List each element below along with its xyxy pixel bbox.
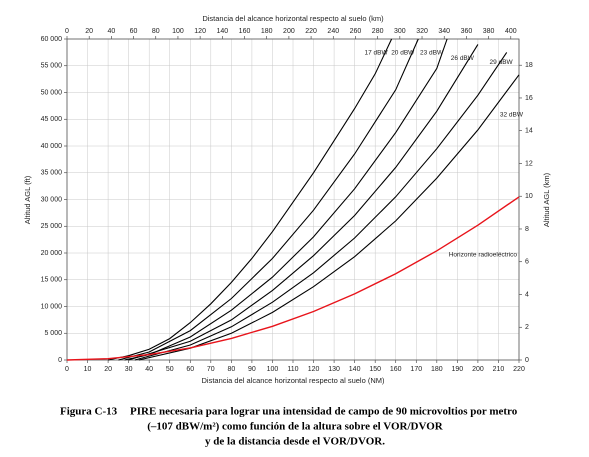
- y2-tick-label: 12: [525, 160, 533, 167]
- caption-number: Figura C-13: [60, 406, 118, 418]
- x-tick-label: 100: [267, 366, 279, 373]
- series-label: 20 dBW: [391, 50, 415, 57]
- y2-tick-label: 2: [525, 324, 529, 331]
- y-tick-label: 10 000: [41, 303, 63, 310]
- caption-line: (–107 dBW/m²) como función de la altura …: [147, 421, 444, 433]
- x2-tick-label: 20: [85, 28, 93, 35]
- x2-tick-label: 360: [461, 28, 473, 35]
- x2-tick-label: 40: [107, 28, 115, 35]
- x-tick-label: 80: [227, 366, 235, 373]
- y-tick-label: 0: [58, 357, 62, 364]
- caption-line: PIRE necesaria para lograr una intensida…: [130, 406, 518, 418]
- x-tick-label: 190: [452, 366, 464, 373]
- x2-tick-label: 260: [350, 28, 362, 35]
- x-tick-label: 20: [104, 366, 112, 373]
- plot-frame: [66, 38, 520, 361]
- x-tick-label: 60: [186, 366, 194, 373]
- series-label: 29 dBW: [490, 59, 514, 66]
- series-label: 32 dBW: [500, 112, 524, 119]
- x2-axis-label: Distancia del alcance horizontal respect…: [202, 14, 384, 23]
- x2-tick-label: 280: [372, 28, 384, 35]
- x2-tick-label: 240: [327, 28, 339, 35]
- caption-line: y de la distancia desde el VOR/DVOR.: [205, 436, 385, 448]
- x2-tick-label: 60: [130, 28, 138, 35]
- x-tick-label: 160: [390, 366, 402, 373]
- x-tick-label: 40: [145, 366, 153, 373]
- x-tick-label: 0: [65, 366, 69, 373]
- x-tick-label: 150: [369, 366, 381, 373]
- x-tick-label: 120: [308, 366, 320, 373]
- y-tick-label: 35 000: [41, 170, 63, 177]
- x-tick-label: 180: [431, 366, 443, 373]
- y-tick-label: 55 000: [41, 63, 63, 70]
- x2-tick-label: 0: [65, 28, 69, 35]
- x2-tick-label: 80: [152, 28, 160, 35]
- x-axis-label: Distancia del alcance horizontal respect…: [201, 376, 385, 385]
- series-label: 23 dBW: [420, 50, 444, 57]
- x-tick-label: 70: [207, 366, 215, 373]
- y-tick-label: 15 000: [41, 277, 63, 284]
- x2-tick-label: 380: [483, 28, 495, 35]
- y-tick-label: 5 000: [44, 330, 62, 337]
- x-tick-label: 30: [125, 366, 133, 373]
- series-label: Horizonte radioeléctrico: [449, 252, 518, 259]
- x2-tick-label: 300: [394, 28, 406, 35]
- series-line: [128, 44, 479, 361]
- x-tick-label: 10: [84, 366, 92, 373]
- x-tick-label: 90: [248, 366, 256, 373]
- y-axis-label: Altitud AGL (ft): [23, 175, 32, 224]
- x-tick-label: 200: [472, 366, 484, 373]
- series-line: [138, 74, 520, 361]
- x2-tick-label: 320: [416, 28, 428, 35]
- x2-tick-label: 340: [438, 28, 450, 35]
- y2-tick-label: 16: [525, 95, 533, 102]
- x2-tick-label: 100: [172, 28, 184, 35]
- x2-tick-label: 140: [216, 28, 228, 35]
- series-line: [124, 38, 448, 361]
- y-tick-label: 50 000: [41, 89, 63, 96]
- x2-tick-label: 180: [261, 28, 273, 35]
- series-label: 26 dBW: [451, 55, 475, 62]
- series-line: [118, 38, 419, 361]
- x2-tick-label: 160: [239, 28, 251, 35]
- y2-tick-label: 6: [525, 259, 529, 266]
- x-tick-label: 140: [349, 366, 361, 373]
- series-line: [107, 38, 393, 361]
- y2-axis-label: Altitud AGL (km): [542, 172, 551, 227]
- y-tick-label: 60 000: [41, 36, 63, 43]
- y2-tick-label: 4: [525, 291, 529, 298]
- series-line: [66, 196, 520, 361]
- x2-tick-label: 200: [283, 28, 295, 35]
- x-tick-label: 220: [513, 366, 525, 373]
- x-tick-label: 210: [493, 366, 505, 373]
- x-tick-label: 130: [328, 366, 340, 373]
- x2-tick-label: 400: [505, 28, 517, 35]
- y-tick-label: 30 000: [41, 196, 63, 203]
- y2-tick-label: 8: [525, 226, 529, 233]
- x-tick-label: 170: [410, 366, 422, 373]
- y-tick-label: 40 000: [41, 143, 63, 150]
- y2-tick-label: 10: [525, 193, 533, 200]
- x-tick-label: 110: [287, 366, 298, 373]
- series-label: 17 dBW: [364, 50, 388, 57]
- series-line: [134, 52, 508, 361]
- y2-tick-label: 0: [525, 357, 529, 364]
- y-tick-label: 20 000: [41, 250, 63, 257]
- y-tick-label: 25 000: [41, 223, 63, 230]
- y2-tick-label: 14: [525, 128, 533, 135]
- y-tick-label: 45 000: [41, 116, 63, 123]
- x-tick-label: 50: [166, 366, 174, 373]
- x2-tick-label: 120: [194, 28, 206, 35]
- y2-tick-label: 18: [525, 62, 533, 69]
- x2-tick-label: 220: [305, 28, 317, 35]
